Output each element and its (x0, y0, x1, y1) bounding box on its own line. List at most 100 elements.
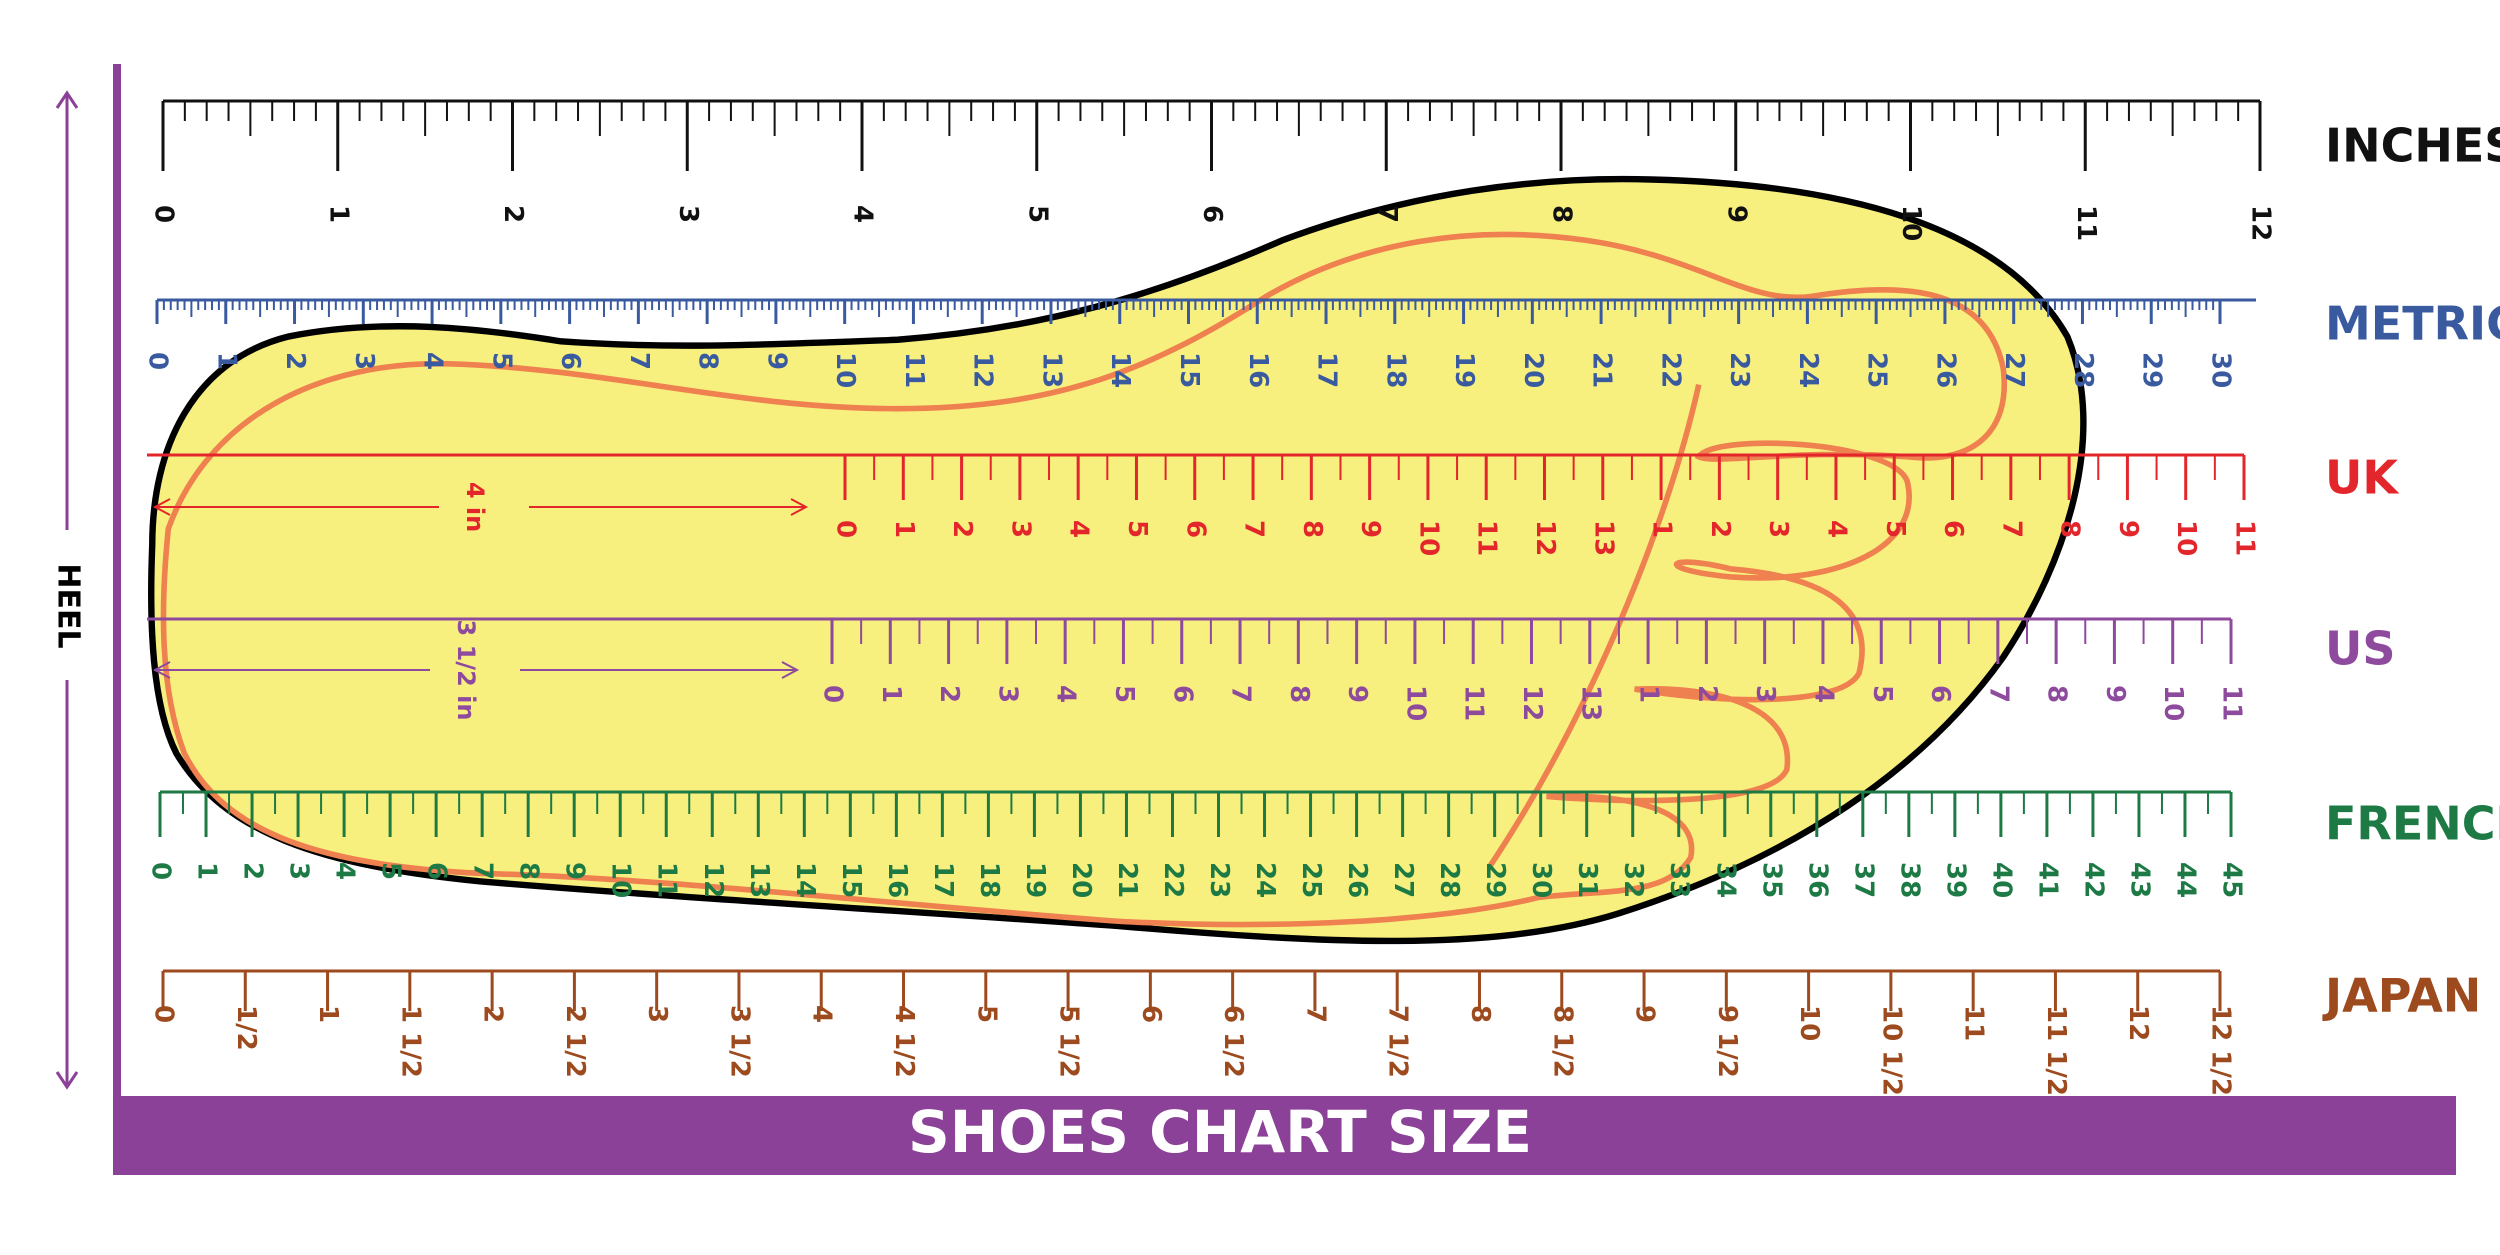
tick-label: 30 (1526, 862, 1556, 898)
tick-label: 0 (149, 1005, 179, 1023)
tick-label: 9 (2100, 685, 2130, 703)
title-bar (117, 1096, 2456, 1175)
tick-label: 2 (1692, 685, 1722, 703)
tick-label: 12 (968, 352, 998, 388)
tick-label: 1/2 (231, 1005, 261, 1051)
tick-label: 11 (1459, 685, 1489, 721)
annotation: 3 1/2 in (452, 620, 480, 721)
tick-label: 4 1/2 (889, 1005, 919, 1078)
tick-label: 7 (1239, 520, 1269, 538)
tick-label: 4 (418, 352, 448, 370)
tick-label: 5 (376, 862, 406, 880)
tick-label: 3 (1005, 520, 1035, 538)
tick-label: 4 (330, 862, 360, 880)
tick-label: 13 (1575, 685, 1605, 721)
tick-label: 3 (642, 1005, 672, 1023)
tick-label: 2 (947, 520, 977, 538)
tick-label: 19 (1449, 352, 1479, 388)
tick-label: 8 (2042, 685, 2072, 703)
tick-label: 27 (1388, 862, 1418, 898)
tick-label: 34 (1710, 862, 1740, 898)
tick-label: 2 (280, 352, 310, 370)
tick-label: 2 (478, 1005, 508, 1023)
tick-label: 25 (1862, 352, 1892, 388)
tick-label: 3 (1763, 520, 1793, 538)
tick-label: 1 (1647, 520, 1677, 538)
tick-label: 13 (1036, 352, 1066, 388)
tick-label: 6 (1925, 685, 1955, 703)
tick-label: 24 (1793, 352, 1823, 388)
tick-label: 22 (1655, 352, 1685, 388)
tick-label: 11 (2217, 685, 2247, 721)
tick-label: 5 (1867, 685, 1897, 703)
tick-label: 10 1/2 (1876, 1005, 1906, 1096)
tick-label: 3 (284, 862, 314, 880)
tick-label: 7 (1226, 685, 1256, 703)
tick-label: 18 (974, 862, 1004, 898)
tick-label: 16 (1243, 352, 1273, 388)
tick-label: 14 (790, 862, 820, 898)
tick-label: 1 (876, 685, 906, 703)
ruler-name: METRIC (2325, 297, 2500, 351)
tick-label: 5 (1022, 205, 1052, 223)
tick-label: 3 (992, 685, 1022, 703)
tick-label: 8 1/2 (1547, 1005, 1577, 1078)
tick-label: 9 (1342, 685, 1372, 703)
annotation: 4 in (461, 482, 489, 532)
tick-label: 29 (2137, 352, 2167, 388)
tick-label: 8 (1547, 205, 1577, 223)
tick-label: 10 (1413, 520, 1443, 556)
tick-label: 4 (1051, 685, 1081, 703)
ruler-name: FRENCH (2325, 797, 2500, 851)
tick-label: 11 (899, 352, 929, 388)
tick-label: 45 (2217, 862, 2247, 898)
tick-label: 12 (1517, 685, 1547, 721)
tick-label: 15 (836, 862, 866, 898)
tick-label: 13 (744, 862, 774, 898)
tick-label: 2 1/2 (560, 1005, 590, 1078)
tick-label: 7 (1996, 520, 2026, 538)
heel-arrow (55, 90, 79, 1090)
tick-label: 3 (1750, 685, 1780, 703)
tick-label: 6 (1180, 520, 1210, 538)
tick-label: 10 (830, 352, 860, 388)
arrow-head (781, 661, 800, 679)
tick-label: 9 (2113, 520, 2143, 538)
tick-label: 42 (2078, 862, 2108, 898)
tick-label: 26 (1342, 862, 1372, 898)
tick-label: 11 1/2 (2041, 1005, 2071, 1096)
ruler-name: UK (2325, 451, 2400, 505)
tick-label: 35 (1756, 862, 1786, 898)
tick-label: 9 1/2 (1712, 1005, 1742, 1078)
tick-label: 5 (1109, 685, 1139, 703)
foot-sole (148, 175, 2087, 945)
tick-label: 2 (498, 205, 528, 223)
tick-label: 28 (1434, 862, 1464, 898)
tick-label: 8 (693, 352, 723, 370)
tick-label: 5 (1880, 520, 1910, 538)
tick-label: 25 (1296, 862, 1326, 898)
tick-label: 44 (2170, 862, 2200, 898)
tick-label: 30 (2206, 352, 2236, 388)
tick-label: 27 (1999, 352, 2029, 388)
tick-label: 22 (1158, 862, 1188, 898)
tick-label: 12 1/2 (2206, 1005, 2236, 1096)
tick-label: 10 (1400, 685, 1430, 721)
tick-label: 6 (422, 862, 452, 880)
tick-label: 4 (807, 1005, 837, 1023)
tick-label: 40 (1986, 862, 2016, 898)
tick-label: 17 (928, 862, 958, 898)
tick-label: 16 (882, 862, 912, 898)
tick-label: 28 (2068, 352, 2098, 388)
tick-label: 21 (1587, 352, 1617, 388)
tick-label: 21 (1112, 862, 1142, 898)
tick-label: 1 (192, 862, 222, 880)
tick-label: 5 1/2 (1054, 1005, 1084, 1078)
ruler-name: JAPAN (2322, 969, 2481, 1023)
tick-label: 9 (1355, 520, 1385, 538)
tick-label: 10 (1794, 1005, 1824, 1041)
tick-label: 20 (1518, 352, 1548, 388)
tick-label: 8 (514, 862, 544, 880)
tick-label: 12 (2123, 1005, 2153, 1041)
